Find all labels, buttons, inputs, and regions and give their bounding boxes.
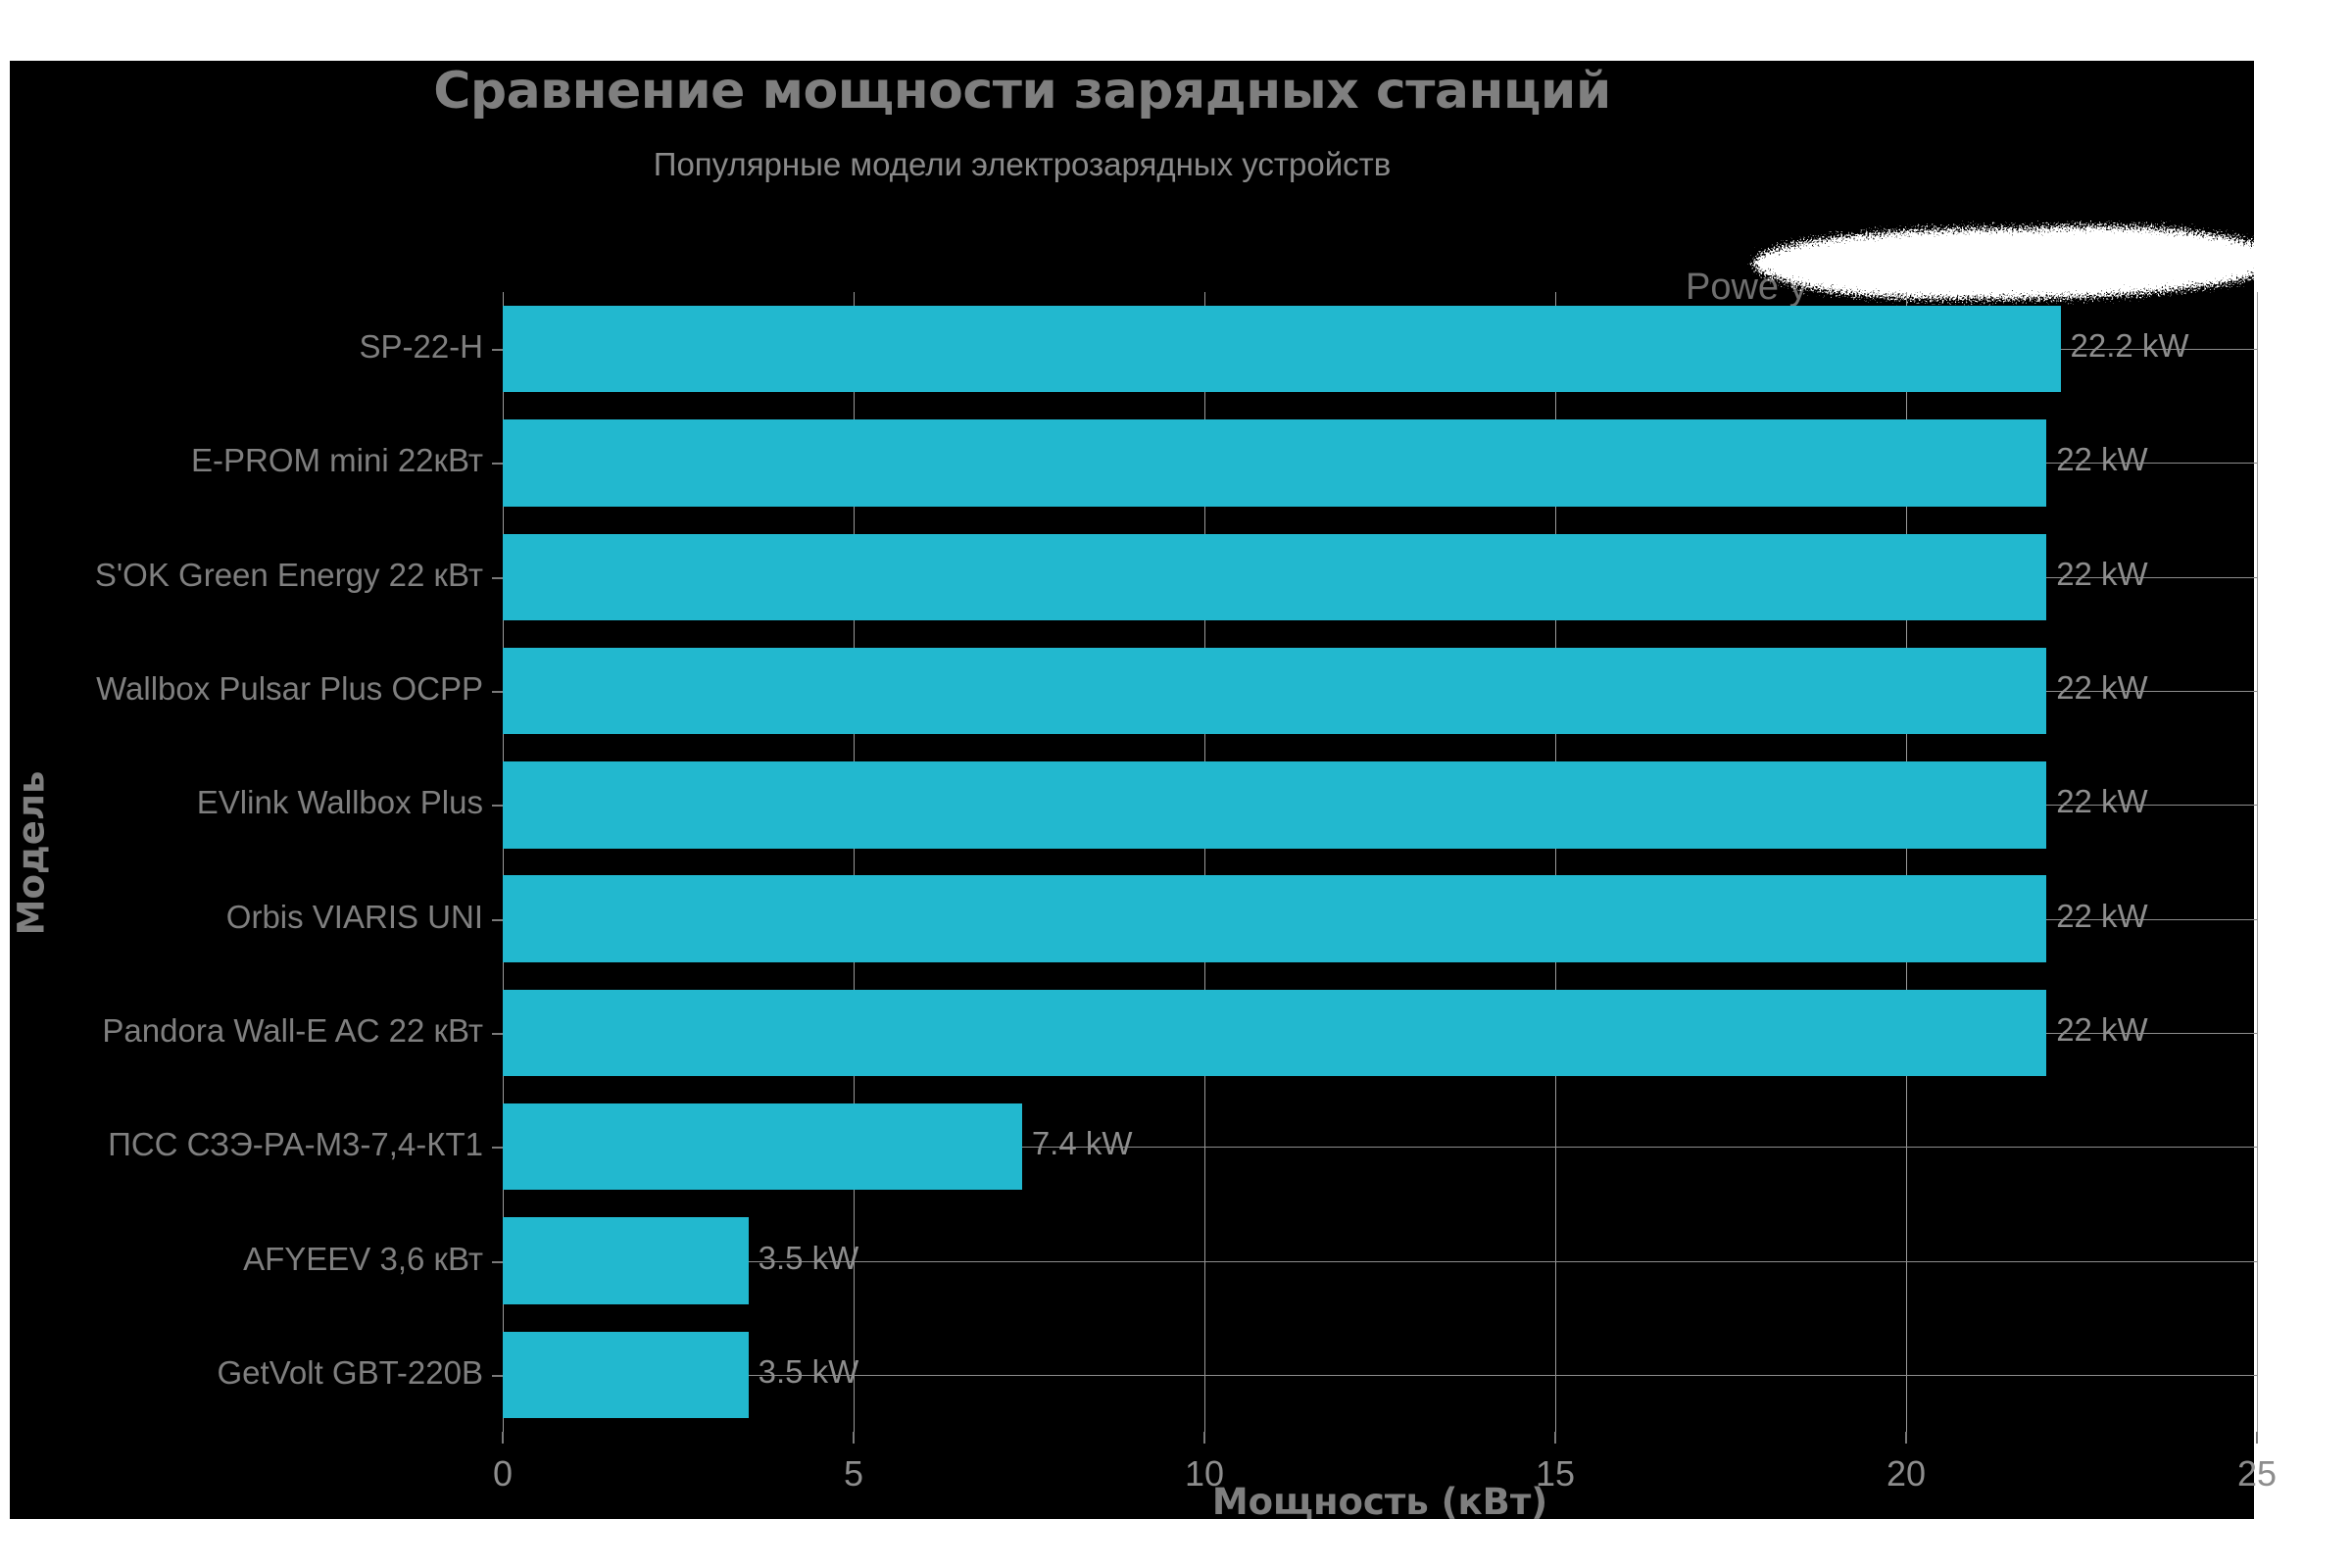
y-tick-mark (492, 919, 503, 921)
x-tick-mark (2256, 1432, 2258, 1444)
y-tick-mark (492, 1147, 503, 1149)
x-tick-label: 20 (1886, 1453, 1927, 1494)
y-gridline (503, 1375, 2257, 1376)
y-tick-mark (492, 349, 503, 351)
y-tick-label: Pandora Wall-E AC 22 кВт (102, 1011, 483, 1049)
y-tick-label: AFYEEV 3,6 кВт (243, 1240, 483, 1277)
x-tick-label: 0 (492, 1453, 514, 1494)
bar-value-label: 22 kW (2056, 441, 2148, 478)
bar[interactable] (503, 1217, 749, 1304)
bar-value-label: 22 kW (2056, 669, 2148, 707)
bar-value-label: 22.2 kW (2070, 327, 2189, 365)
x-tick-mark (1554, 1432, 1556, 1444)
x-gridline (1555, 292, 1556, 1432)
y-tick-label: Orbis VIARIS UNI (225, 898, 483, 935)
y-tick-mark (492, 1261, 503, 1263)
y-tick-label: S'OK Green Energy 22 кВт (94, 556, 483, 593)
bar[interactable] (503, 1331, 749, 1419)
bar[interactable] (503, 647, 2047, 735)
x-tick-mark (853, 1432, 855, 1444)
bar[interactable] (503, 875, 2047, 962)
bar-value-label: 22 kW (2056, 897, 2148, 934)
x-tick-mark (1203, 1432, 1205, 1444)
y-tick-label: EVlink Wallbox Plus (196, 784, 483, 821)
x-axis-title: Мощность (кВт) (1211, 1481, 1548, 1523)
bar-value-label: 3.5 kW (758, 1352, 859, 1390)
y-tick-mark (492, 463, 503, 465)
y-tick-mark (492, 805, 503, 807)
x-gridline (854, 292, 855, 1432)
y-tick-label: GetVolt GBT-220B (217, 1353, 483, 1391)
y-tick-mark (492, 577, 503, 579)
bar-value-label: 22 kW (2056, 1010, 2148, 1048)
bar[interactable] (503, 305, 2061, 393)
y-tick-label: Wallbox Pulsar Plus OCPP (96, 670, 483, 708)
x-tick-mark (502, 1432, 504, 1444)
y-tick-label: ПСС СЗЭ-РА-М3-7,4-КТ1 (108, 1126, 483, 1163)
x-gridline (503, 292, 504, 1432)
bar[interactable] (503, 761, 2047, 849)
bar-value-label: 22 kW (2056, 783, 2148, 820)
x-tick-label: 25 (2236, 1453, 2278, 1494)
x-tick-mark (1905, 1432, 1907, 1444)
bar-value-label: 3.5 kW (758, 1239, 859, 1276)
page-title: Сравнение мощности зарядных станций (433, 62, 1611, 121)
x-gridline (1204, 292, 1205, 1432)
y-tick-mark (492, 691, 503, 693)
chart-subtitle: Популярные модели электрозарядных устрой… (653, 146, 1392, 182)
bar[interactable] (503, 419, 2047, 507)
x-gridline (1906, 292, 1907, 1432)
x-tick-label: 5 (843, 1453, 864, 1494)
y-tick-label: E-PROM mini 22кВт (190, 442, 483, 479)
x-tick-label: 15 (1535, 1453, 1576, 1494)
x-tick-label: 10 (1184, 1453, 1225, 1494)
y-tick-mark (492, 1033, 503, 1035)
bar[interactable] (503, 1103, 1022, 1191)
bar-value-label: 22 kW (2056, 555, 2148, 592)
y-gridline (503, 1147, 2257, 1148)
bar[interactable] (503, 989, 2047, 1077)
y-gridline (503, 1261, 2257, 1262)
y-tick-mark (492, 1375, 503, 1377)
y-tick-label: SP-22-H (359, 328, 483, 366)
x-gridline (2257, 292, 2258, 1432)
plot-area: 0 5 10 15 20 25 22.2 kW SP-22-H 22 kW E-PROM mini… (95, 292, 2277, 1494)
bar-value-label: 7.4 kW (1031, 1125, 1133, 1162)
bar[interactable] (503, 533, 2047, 620)
y-axis-title: Модель (10, 770, 53, 936)
chart-figure: Сравнение мощности зарядных станций Попу… (10, 61, 2278, 1523)
